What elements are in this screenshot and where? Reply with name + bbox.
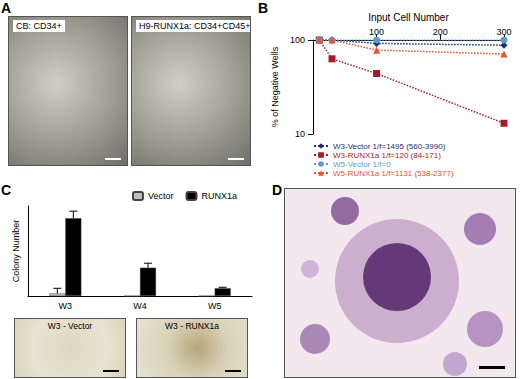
html-text:W3 - Vector: W3 - Vector — [47, 321, 93, 331]
html-text:C: C — [1, 182, 12, 198]
html-text:D: D — [272, 182, 283, 198]
svg-text:200: 200 — [433, 27, 448, 37]
svg-text:Vector: Vector — [148, 191, 174, 201]
svg-text:W4: W4 — [133, 301, 147, 311]
svg-text:W3: W3 — [59, 301, 73, 311]
html-text:W3 - RUNX1a: W3 - RUNX1a — [165, 321, 219, 331]
svg-text:W5-Vector 1/f=0: W5-Vector 1/f=0 — [333, 160, 391, 169]
svg-text:10: 10 — [295, 129, 305, 139]
svg-text:Input Cell Number: Input Cell Number — [368, 12, 449, 23]
html-text:H9-RUNX1a: CD34+CD45+: H9-RUNX1a: CD34+CD45+ — [139, 21, 251, 31]
svg-text:100: 100 — [369, 27, 384, 37]
html-text:B: B — [258, 0, 269, 16]
svg-text:W5: W5 — [208, 301, 222, 311]
svg-text:RUNX1a: RUNX1a — [201, 191, 237, 201]
html-text:CB: CD34+: CB: CD34+ — [16, 21, 62, 31]
svg-text:W5-RUNX1a 1/f=1131 (538-2377): W5-RUNX1a 1/f=1131 (538-2377) — [333, 169, 454, 178]
svg-text:100: 100 — [290, 35, 305, 45]
svg-text:% of Negative Wells: % of Negative Wells — [270, 46, 280, 127]
svg-text:W3-Vector 1/f=1495 (560-3990): W3-Vector 1/f=1495 (560-3990) — [333, 142, 446, 151]
svg-text:Colony Number: Colony Number — [11, 220, 21, 283]
html-text:A: A — [1, 0, 12, 16]
svg-text:300: 300 — [496, 27, 511, 37]
svg-text:W3-RUNX1a 1/f=120 (84-171): W3-RUNX1a 1/f=120 (84-171) — [333, 151, 441, 160]
